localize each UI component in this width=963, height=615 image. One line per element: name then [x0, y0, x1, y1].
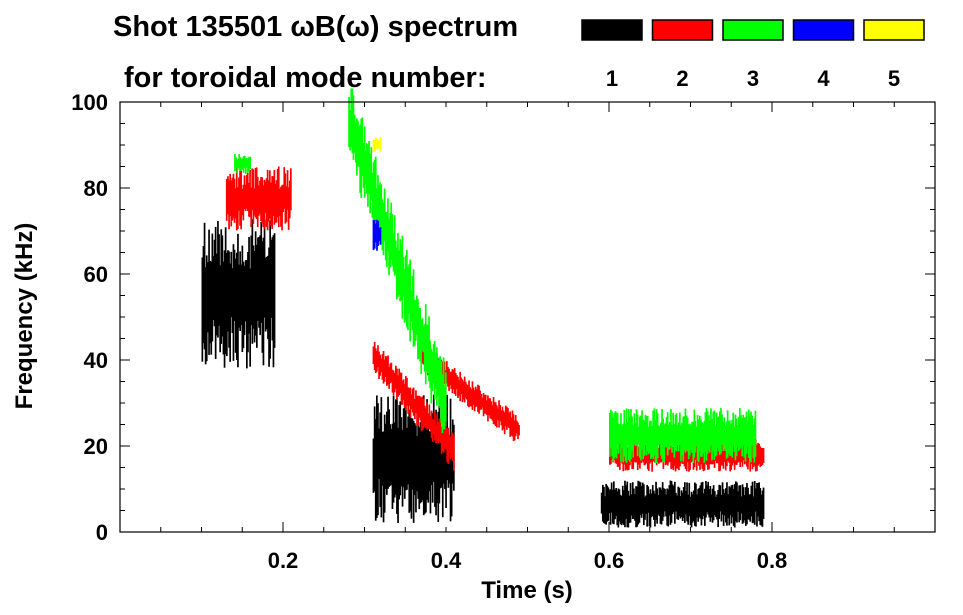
- series-n=4: [372, 219, 382, 251]
- series-n=3: [234, 88, 757, 464]
- series-n=3-region-2: [348, 88, 447, 434]
- series-n=2-region-1: [225, 166, 292, 231]
- legend-label-5: 5: [888, 66, 900, 91]
- legend-label-2: 2: [676, 66, 688, 91]
- x-axis-label: Time (s): [481, 577, 573, 604]
- y-tick-label-80: 80: [84, 176, 108, 201]
- y-tick-label-40: 40: [84, 348, 108, 373]
- legend-swatch-3: [722, 19, 784, 41]
- x-tick-label-0.4: 0.4: [431, 548, 462, 573]
- legend-swatch-2: [651, 19, 714, 41]
- series-n=5: [372, 137, 382, 153]
- x-tick-label-0.2: 0.2: [268, 548, 299, 573]
- chart-subtitle: for toroidal mode number:: [124, 62, 487, 94]
- series-n=1-region-1: [201, 219, 276, 369]
- series-n=3-region-3: [609, 407, 757, 464]
- y-axis-label: Frequency (kHz): [11, 223, 38, 410]
- series-n=1-region-3: [600, 480, 765, 528]
- series-n=5-region-1: [372, 137, 382, 153]
- legend-label-4: 4: [817, 66, 830, 91]
- y-tick-label-20: 20: [84, 434, 108, 459]
- chart-title: Shot 135501 ωB(ω) spectrum: [113, 11, 518, 43]
- legend-label-3: 3: [747, 66, 759, 91]
- series-n=3-region-1: [234, 154, 251, 174]
- legend-label-1: 1: [606, 66, 618, 91]
- series-n=2-region-2: [372, 341, 455, 471]
- legend-swatch-1: [581, 19, 643, 41]
- x-tick-label-0.8: 0.8: [757, 548, 788, 573]
- legend-swatch-5: [863, 19, 925, 41]
- y-tick-label-0: 0: [96, 520, 108, 545]
- series-n=4-region-1: [372, 219, 382, 251]
- y-tick-label-100: 100: [71, 90, 108, 115]
- series-n=1-region-2: [372, 394, 455, 523]
- y-tick-label-60: 60: [84, 262, 108, 287]
- x-tick-label-0.6: 0.6: [594, 548, 625, 573]
- legend-swatch-4: [792, 19, 855, 41]
- series-n=1: [201, 219, 765, 528]
